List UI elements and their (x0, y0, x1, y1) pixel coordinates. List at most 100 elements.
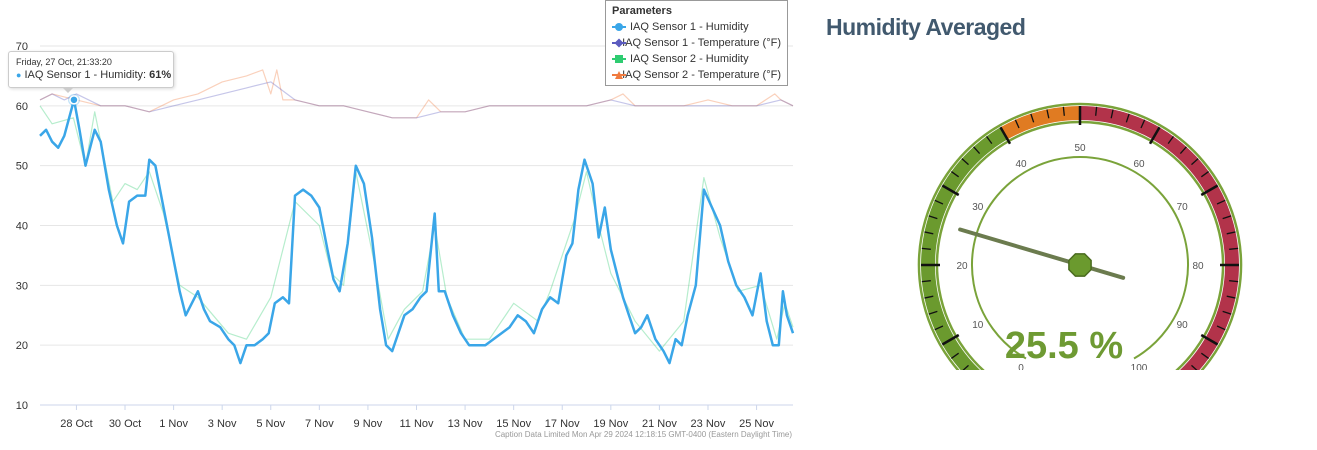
tooltip-line: ● IAQ Sensor 1 - Humidity: 61% (16, 69, 171, 81)
gauge-minor-tick (1095, 106, 1098, 116)
gauge-minor-tick (1014, 119, 1020, 129)
gauge-band (1080, 106, 1239, 370)
gauge-minor-tick (1030, 113, 1035, 123)
x-tick-label: 17 Nov (545, 418, 580, 430)
chart-legend: Parameters IAQ Sensor 1 - Humidity IAQ S… (605, 0, 788, 86)
gauge-minor-tick (1125, 113, 1130, 123)
x-tick-label: 9 Nov (354, 418, 383, 430)
legend-item-sensor1-temperature[interactable]: IAQ Sensor 1 - Temperature (°F) (612, 35, 781, 51)
gauge-tick-label: 70 (1177, 202, 1189, 213)
gauge-minor-tick (1216, 199, 1226, 205)
gauge-tick-label: 20 (956, 261, 968, 272)
gauge-minor-tick (962, 364, 969, 370)
gauge-minor-tick (1216, 325, 1226, 331)
series-line-sensor2-temperature[interactable] (39, 69, 794, 119)
chart-markers (67, 93, 80, 106)
tooltip-value: 61% (149, 69, 172, 81)
gauge-minor-tick (1226, 231, 1236, 235)
gauge-tick-label: 60 (1133, 159, 1145, 170)
gauge-minor-tick (1191, 158, 1199, 166)
gauge-minor-tick (1226, 295, 1236, 299)
x-tick-label: 7 Nov (305, 418, 334, 430)
hover-point[interactable] (69, 95, 79, 105)
tooltip-arrow (62, 87, 74, 93)
y-tick-label: 30 (16, 280, 28, 292)
tooltip-time: Friday, 27 Oct, 21:33:20 (16, 57, 112, 67)
gauge-major-tick (1200, 333, 1219, 346)
gauge-minor-tick (950, 171, 960, 178)
gauge-minor-tick (928, 215, 938, 220)
gauge-minor-tick (1200, 171, 1210, 178)
gauge-minor-tick (921, 280, 931, 283)
gauge-tick-label: 30 (972, 202, 984, 213)
tooltip-series-label: IAQ Sensor 1 - Humidity: (24, 69, 150, 81)
gauge-major-tick (941, 184, 960, 197)
legend-item-sensor2-humidity[interactable]: IAQ Sensor 2 - Humidity (612, 51, 781, 67)
gauge-tick-label: 10 (972, 320, 984, 331)
gauge-tick-label: 100 (1131, 363, 1148, 370)
gauge-major-tick (1200, 184, 1219, 197)
x-tick-label: 15 Nov (496, 418, 531, 430)
gauge-minor-tick (1179, 146, 1187, 154)
gauge-minor-tick (924, 295, 934, 299)
y-tick-label: 50 (16, 161, 28, 173)
gauge-value: 25.5 % (1005, 325, 1123, 367)
gauge-minor-tick (1222, 310, 1232, 315)
series-line-sensor2-humidity[interactable] (39, 105, 794, 352)
legend-label: IAQ Sensor 1 - Temperature (°F) (622, 37, 781, 49)
gauge-major-tick (999, 126, 1012, 145)
legend-label: IAQ Sensor 1 - Humidity (630, 21, 749, 33)
gauge-major-tick (1148, 126, 1161, 145)
y-tick-label: 20 (16, 340, 28, 352)
gauge-minor-tick (924, 231, 934, 235)
x-tick-label: 11 Nov (399, 418, 434, 430)
legend-marker-circle-icon (612, 23, 626, 31)
gauge-minor-tick (950, 352, 960, 359)
humidity-gauge: 0 10 20 30 40 50 60 70 80 90 100 25.5 % (917, 102, 1243, 370)
legend-item-sensor2-temperature[interactable]: IAQ Sensor 2 - Temperature (°F) (612, 67, 781, 83)
gauge-inner-arc (971, 156, 1189, 360)
gauge-minor-tick (973, 146, 981, 154)
gauge-minor-tick (1046, 109, 1050, 119)
legend-label: IAQ Sensor 2 - Temperature (°F) (622, 69, 781, 81)
chart-grid (40, 45, 793, 406)
y-tick-label: 70 (16, 41, 28, 53)
gauge-pivot (1068, 253, 1092, 277)
gauge-body: 0 10 20 30 40 50 60 70 80 90 100 (917, 102, 1243, 370)
gauge-minor-tick (1167, 135, 1174, 145)
gauge-band (921, 127, 1008, 370)
legend-marker-square-icon (612, 55, 626, 63)
legend-item-sensor1-humidity[interactable]: IAQ Sensor 1 - Humidity (612, 19, 781, 35)
x-tick-label: 21 Nov (642, 418, 677, 430)
chart-series (39, 69, 795, 365)
gauge-minor-tick (961, 158, 969, 166)
y-tick-label: 10 (16, 400, 28, 412)
gauge-minor-tick (1229, 247, 1239, 250)
chart-caption: Caption Data Limited Mon Apr 29 2024 12:… (495, 430, 792, 439)
gauge-minor-tick (1110, 109, 1114, 119)
x-tick-label: 1 Nov (159, 418, 188, 430)
gauge-minor-tick (1140, 119, 1146, 129)
gauge-minor-tick (1200, 352, 1210, 359)
gauge-band (1000, 106, 1080, 140)
gauge-major-tick (941, 333, 960, 346)
legend-title: Parameters (612, 5, 672, 17)
gauge-title: Humidity Averaged (826, 14, 1026, 40)
gauge-minor-tick (986, 135, 993, 145)
series-line-sensor1-humidity[interactable] (39, 98, 795, 365)
gauge-needle (958, 227, 1126, 280)
gauge-tick-label: 40 (1015, 159, 1027, 170)
gauge-minor-tick (1062, 106, 1065, 116)
x-tick-label: 3 Nov (208, 418, 237, 430)
gauge-minor-tick (1229, 280, 1239, 283)
tooltip-dot-icon: ● (16, 70, 22, 80)
x-tick-label: 25 Nov (739, 418, 774, 430)
humidity-line-chart: 10 20 30 40 50 60 70 28 Oct 30 Oct 1 Nov 3 Nov 5 N… (8, 0, 795, 439)
legend-marker-diamond-icon (612, 38, 626, 48)
series-line-sensor1-temperature[interactable] (39, 81, 794, 119)
x-tick-label: 23 Nov (691, 418, 726, 430)
gauge-minor-tick (1222, 215, 1232, 220)
gauge-minor-tick (934, 325, 944, 331)
x-axis: 28 Oct 30 Oct 1 Nov 3 Nov 5 Nov 7 Nov 9 Nov 11 … (40, 404, 793, 430)
x-tick-label: 13 Nov (448, 418, 483, 430)
